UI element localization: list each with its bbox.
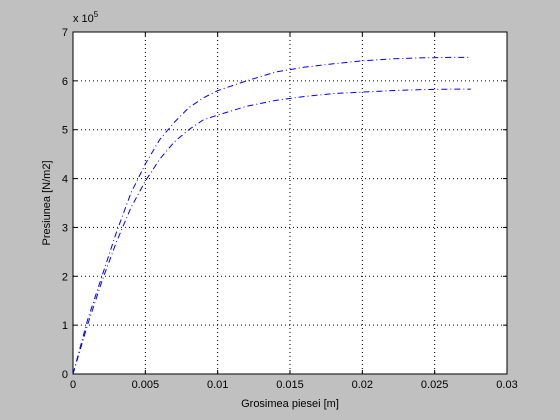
x-tick-label: 0.01 [207,379,228,391]
x-tick-label: 0 [70,379,76,391]
x-tick-label: 0.025 [421,379,449,391]
y-multiplier-base: x 10 [73,13,94,25]
y-multiplier: x 105 [73,10,99,25]
data-line [72,88,471,375]
x-tick-label: 0.015 [276,379,304,391]
y-tick-label: 6 [62,76,68,88]
x-tick-label: 0.03 [496,379,517,391]
y-tick-label: 0 [62,369,68,381]
y-tick-label: 3 [62,222,68,234]
y-tick-label: 1 [62,320,68,332]
x-axis-label: Grosimea piesei [m] [241,398,339,410]
axes-background [73,32,507,374]
x-tick-label: 0.02 [352,379,373,391]
axes-box [72,31,508,375]
x-tick-label: 0.005 [132,379,160,391]
y-multiplier-exponent: 5 [94,10,99,19]
y-tick-label: 4 [62,174,68,186]
y-tick-label: 5 [62,125,68,137]
y-tick-label: 7 [62,27,68,39]
y-axis-label: Presiunea [N/m2] [41,161,53,246]
y-tick-label: 2 [62,271,68,283]
